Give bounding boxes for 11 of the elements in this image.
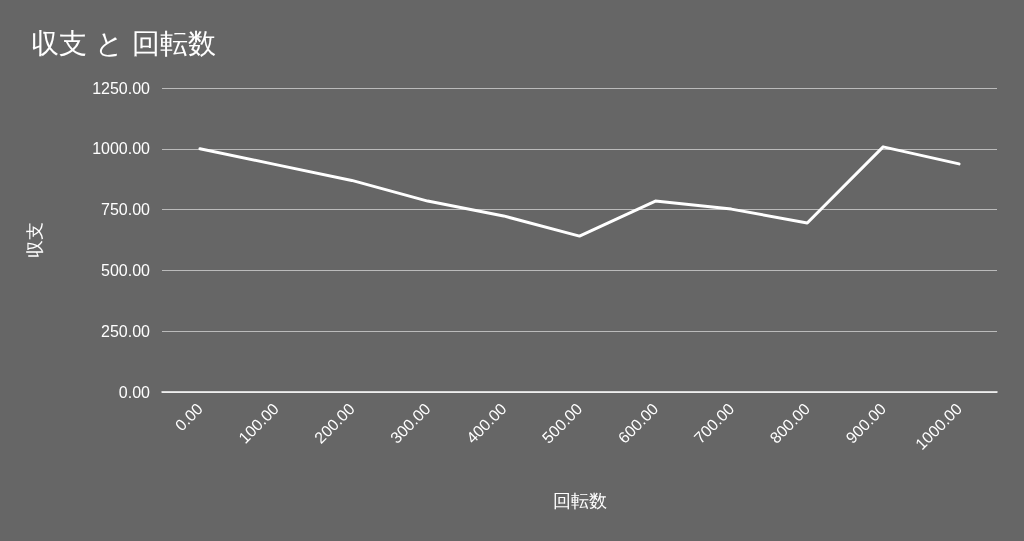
x-tick-label: 0.00 — [171, 399, 207, 435]
x-axis-title: 回転数 — [552, 491, 607, 511]
y-tick-label: 750.00 — [101, 201, 151, 219]
y-tick-label: 1250.00 — [92, 79, 151, 97]
y-tick-label: 500.00 — [101, 261, 151, 279]
line-series — [198, 145, 961, 238]
chart-title: 収支 と 回転数 — [31, 27, 216, 59]
y-axis-title: 収支 — [25, 222, 45, 258]
y-tick-label: 1000.00 — [92, 140, 151, 158]
y-tick-label: 0.00 — [118, 383, 151, 401]
y-tick-label: 250.00 — [101, 322, 151, 340]
